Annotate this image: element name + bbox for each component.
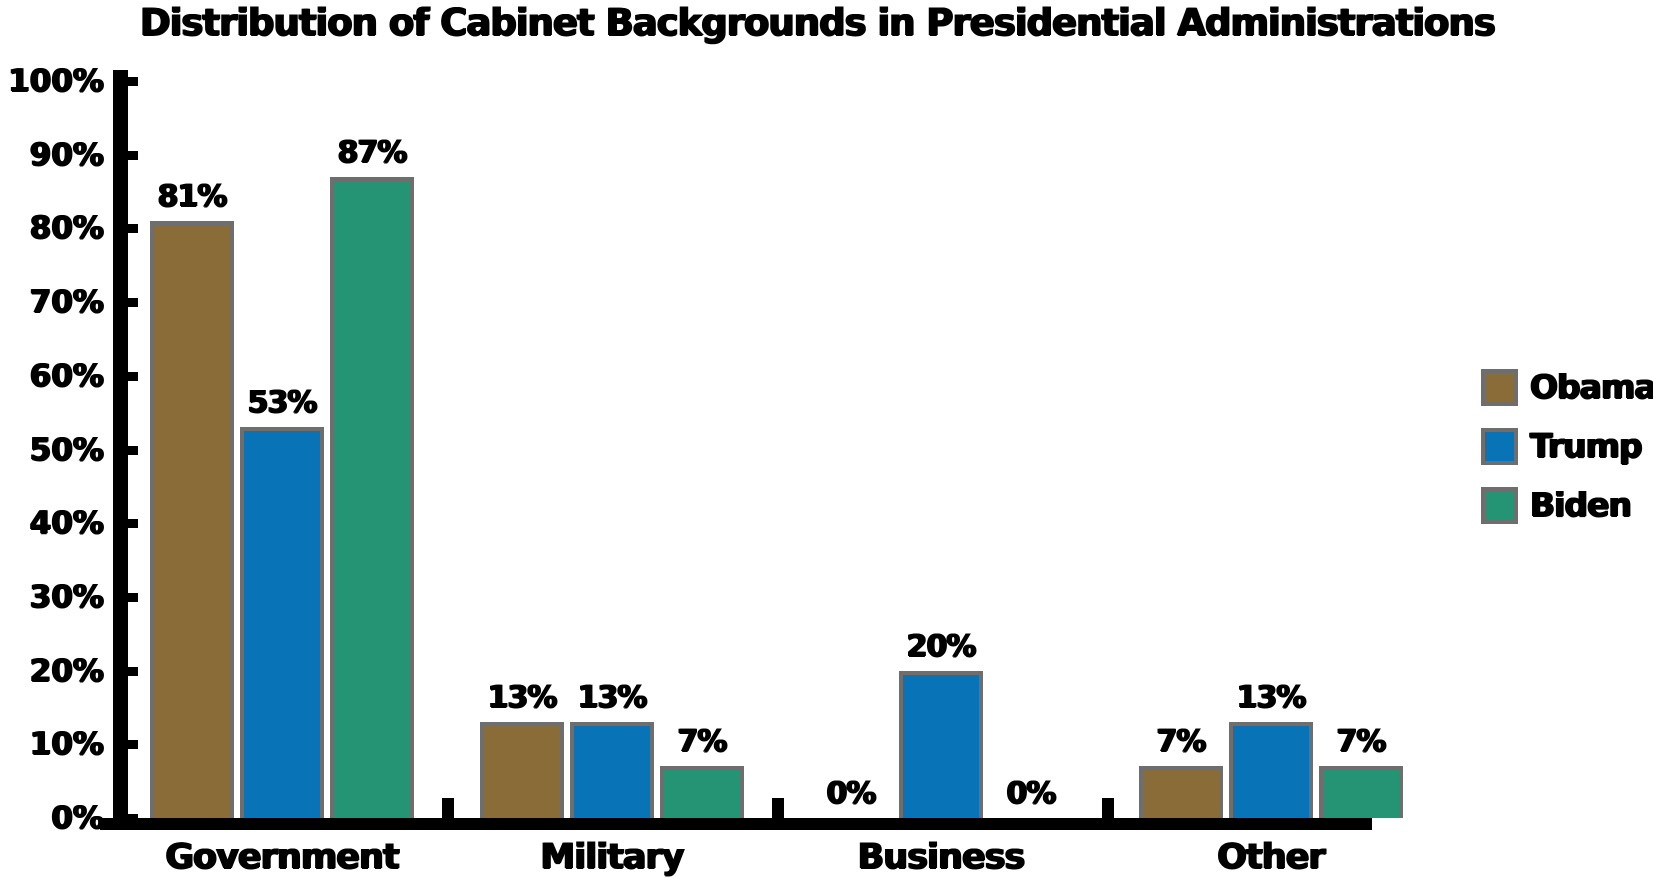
bar-value-label: 7%: [1336, 724, 1387, 759]
y-tick-mark: [128, 445, 138, 455]
y-tick-mark: [128, 77, 138, 86]
legend-swatch-obama: [1481, 369, 1518, 406]
y-tick-label: 0%: [51, 800, 104, 836]
bar-biden-other: [1319, 766, 1403, 818]
y-tick-mark: [128, 740, 138, 750]
legend-swatch-trump: [1481, 428, 1518, 465]
x-tick-mark: [442, 798, 454, 818]
y-tick-label: 80%: [29, 210, 104, 247]
y-axis-line: [113, 70, 128, 830]
bar-value-label: 20%: [906, 629, 977, 664]
category-label-military: Military: [540, 837, 684, 877]
y-tick-label: 30%: [29, 578, 104, 615]
legend-swatch-biden: [1481, 487, 1518, 524]
legend-label-trump: Trump: [1530, 426, 1643, 465]
bar-trump-other: [1229, 722, 1313, 818]
bar-value-label: 13%: [1236, 680, 1307, 715]
bar-biden-government: [330, 177, 414, 818]
y-tick-label: 100%: [8, 63, 104, 99]
category-label-business: Business: [857, 837, 1026, 877]
bar-value-label: 13%: [577, 680, 648, 715]
bar-value-label: 0%: [1006, 776, 1057, 811]
bar-value-label: 0%: [826, 776, 877, 811]
bar-trump-government: [240, 427, 324, 818]
y-tick-mark: [128, 592, 138, 602]
legend-label-biden: Biden: [1530, 485, 1632, 524]
legend-label-obama: Obama: [1530, 367, 1653, 406]
y-tick-label: 40%: [29, 505, 104, 542]
bar-value-label: 87%: [337, 135, 408, 170]
y-tick-mark: [128, 150, 138, 160]
bar-value-label: 7%: [677, 724, 728, 759]
bar-biden-military: [660, 766, 744, 818]
bar-value-label: 81%: [157, 179, 228, 214]
bar-trump-business: [899, 671, 983, 818]
y-tick-label: 60%: [29, 357, 104, 394]
bar-obama-military: [480, 722, 564, 818]
x-tick-mark: [772, 798, 784, 818]
y-tick-mark: [128, 519, 138, 529]
y-tick-mark: [128, 298, 138, 308]
bar-value-label: 13%: [487, 680, 558, 715]
y-tick-label: 20%: [29, 652, 104, 689]
chart-title: Distribution of Cabinet Backgrounds in P…: [140, 1, 1496, 44]
bar-trump-military: [570, 722, 654, 818]
y-tick-label: 10%: [29, 726, 104, 763]
y-tick-label: 90%: [29, 136, 104, 173]
bar-value-label: 7%: [1156, 724, 1207, 759]
y-tick-mark: [128, 814, 138, 823]
bar-value-label: 53%: [247, 385, 318, 420]
category-label-other: Other: [1217, 837, 1325, 877]
bar-obama-government: [150, 221, 234, 818]
y-tick-label: 50%: [29, 431, 104, 468]
y-tick-mark: [128, 666, 138, 676]
y-tick-mark: [128, 224, 138, 234]
x-tick-mark: [1102, 798, 1114, 818]
y-tick-label: 70%: [29, 284, 104, 321]
y-tick-mark: [128, 371, 138, 381]
category-label-government: Government: [165, 837, 399, 877]
bar-obama-other: [1139, 766, 1223, 818]
x-axis-line: [100, 818, 1372, 830]
